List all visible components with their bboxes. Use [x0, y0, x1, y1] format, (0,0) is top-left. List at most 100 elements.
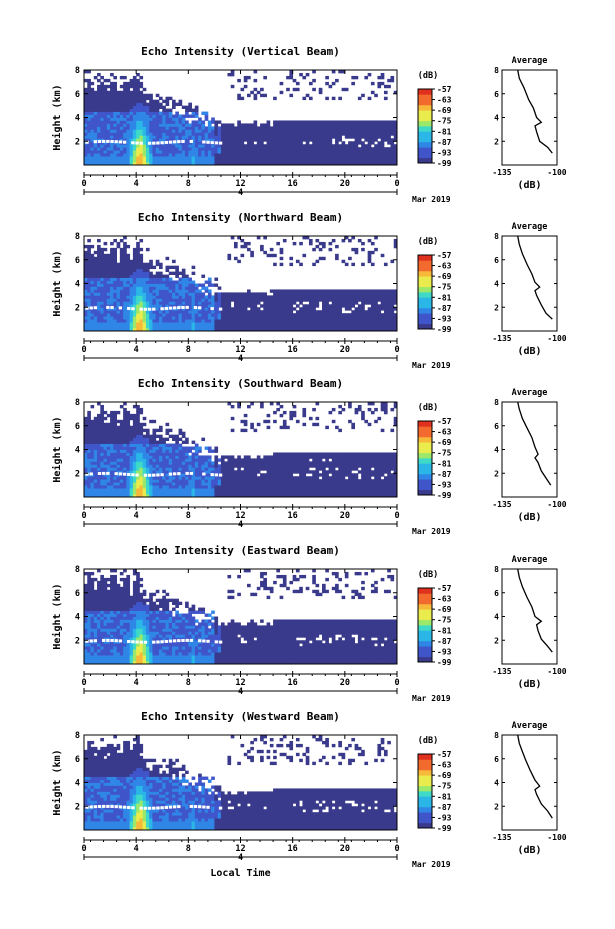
heatmap-cell — [253, 150, 258, 154]
heatmap-cell — [129, 286, 134, 290]
heatmap-cell — [145, 126, 150, 130]
heatmap-cell — [377, 162, 382, 166]
heatmap-cell — [87, 494, 91, 498]
heatmap-cell — [292, 150, 297, 154]
heatmap-cell — [158, 488, 163, 492]
heatmap-cell — [364, 159, 369, 163]
heatmap-cell — [247, 123, 251, 127]
heatmap-cell — [90, 476, 95, 480]
heatmap-cell — [119, 132, 124, 136]
heatmap-cell — [132, 253, 137, 258]
heatmap-cell — [292, 78, 297, 83]
heatmap-cell — [100, 265, 104, 270]
heatmap-cell — [357, 138, 362, 142]
band-segment — [85, 140, 89, 144]
heatmap-cell — [393, 153, 398, 157]
heatmap-cell — [132, 322, 137, 326]
heatmap-cell — [123, 419, 127, 424]
heatmap-cell — [178, 153, 183, 157]
heatmap-cell — [152, 313, 157, 317]
heatmap-cell — [357, 132, 362, 136]
heatmap-cell — [155, 144, 160, 148]
heatmap-cell — [119, 313, 124, 317]
heatmap-cell — [191, 319, 196, 323]
heatmap-cell — [132, 141, 137, 145]
heatmap-cell — [243, 488, 248, 492]
heatmap-cell — [103, 313, 108, 317]
heatmap-cell — [84, 277, 88, 281]
heatmap-cell — [106, 132, 111, 136]
heatmap-cell — [149, 464, 153, 468]
heatmap-cell — [126, 446, 131, 450]
heatmap-cell — [198, 141, 202, 145]
heatmap-cell — [97, 319, 101, 323]
heatmap-cell — [155, 105, 160, 109]
heatmap-cell — [194, 153, 199, 157]
heatmap-cell — [100, 144, 104, 148]
heatmap-cell — [279, 289, 284, 293]
heatmap-cell — [230, 132, 235, 136]
heatmap-cell — [175, 117, 179, 121]
heatmap-cell — [155, 325, 160, 329]
heatmap-cell — [162, 310, 166, 314]
heatmap-cell — [253, 159, 258, 163]
heatmap-cell — [201, 123, 206, 127]
heatmap-cell — [338, 298, 342, 302]
heatmap-cell — [240, 123, 245, 127]
heatmap-cell — [126, 467, 131, 471]
x-tick-label: 8 — [186, 179, 191, 189]
heatmap-cell — [185, 473, 189, 477]
heatmap-cell — [84, 304, 88, 308]
heatmap-cell — [295, 156, 300, 160]
heatmap-cell — [103, 256, 108, 261]
heatmap-cell — [113, 87, 117, 92]
heatmap-cell — [204, 307, 209, 311]
heatmap-cell — [100, 416, 104, 421]
heatmap-cell — [116, 485, 121, 489]
band-segment — [210, 141, 214, 145]
heatmap-cell — [315, 123, 320, 127]
heatmap-cell — [103, 304, 108, 308]
heatmap-cell — [292, 135, 297, 139]
heatmap-cell — [361, 319, 365, 323]
heatmap-cell — [132, 120, 137, 124]
heatmap-cell — [207, 464, 212, 468]
heatmap-cell — [201, 135, 206, 139]
heatmap-cell — [178, 443, 183, 447]
heatmap-cell — [165, 310, 170, 314]
heatmap-cell — [325, 132, 329, 136]
heatmap-cell — [351, 319, 356, 323]
y-tick-label: 6 — [75, 256, 80, 266]
heatmap-cell — [165, 150, 170, 154]
heatmap-cell — [106, 265, 111, 270]
inset-title: Average — [512, 56, 548, 66]
heatmap-cell — [191, 141, 196, 145]
heatmap-cell — [110, 247, 114, 252]
heatmap-cell — [136, 407, 140, 412]
heatmap-cell — [393, 162, 398, 166]
heatmap-cell — [178, 126, 183, 130]
heatmap-cell — [250, 292, 254, 296]
heatmap-cell — [123, 90, 127, 95]
heatmap-cell — [374, 129, 378, 133]
heatmap-cell — [93, 328, 98, 332]
heatmap-cell — [191, 286, 196, 290]
heatmap-cell — [207, 135, 212, 139]
heatmap-cell — [243, 413, 248, 418]
band-segment — [131, 141, 135, 145]
heatmap-cell — [240, 419, 245, 424]
heatmap-cell — [292, 156, 297, 160]
heatmap-cell — [393, 129, 398, 133]
heatmap-cell — [136, 277, 140, 281]
heatmap-cell — [149, 123, 153, 127]
heatmap-cell — [106, 443, 111, 447]
heatmap-cell — [191, 310, 196, 314]
heatmap-cell — [93, 295, 98, 299]
heatmap-cell — [286, 298, 290, 302]
heatmap-cell — [282, 138, 287, 142]
heatmap-cell — [361, 150, 365, 154]
heatmap-cell — [87, 437, 91, 441]
heatmap-cell — [256, 301, 261, 305]
heatmap-cell — [129, 126, 134, 130]
heatmap-cell — [110, 286, 114, 290]
